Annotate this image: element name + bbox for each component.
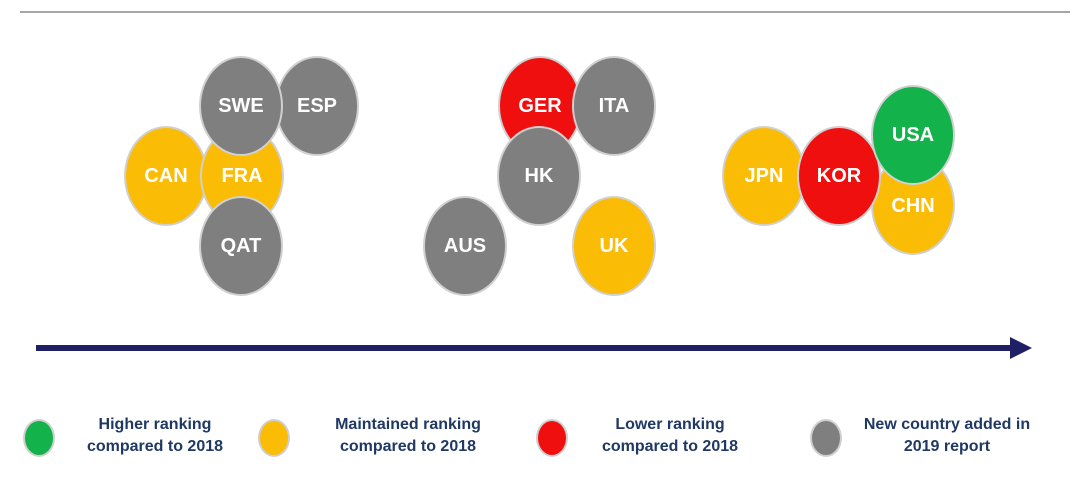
bubble-esp: ESP — [275, 56, 359, 156]
bubble-uk: UK — [572, 196, 656, 296]
bubble-label: CAN — [144, 164, 188, 187]
bubble-label: KOR — [816, 164, 862, 187]
legend-label-new: New country added in 2019 report — [863, 416, 1031, 455]
bubble-label: FRA — [221, 164, 263, 187]
bubble-label: USA — [891, 123, 935, 146]
bubble-label: SWE — [218, 94, 264, 117]
bubble-swe: SWE — [199, 56, 283, 156]
legend-dot-higher — [23, 419, 55, 457]
bubble-ita: ITA — [572, 56, 656, 156]
bubble-label: QAT — [220, 234, 262, 257]
arrow-head — [1010, 337, 1032, 359]
top-divider — [20, 11, 1070, 13]
bubble-aus: AUS — [423, 196, 507, 296]
bubble-label: GER — [518, 94, 562, 117]
bubble-label: HK — [524, 164, 554, 187]
bubble-jpn: JPN — [722, 126, 806, 226]
legend-dot-lower — [536, 419, 568, 457]
bubble-hk: HK — [497, 126, 581, 226]
legend-label-maintained: Maintained ranking compared to 2018 — [335, 416, 481, 455]
bubble-label: AUS — [443, 234, 487, 257]
bubble-label: UK — [599, 234, 629, 257]
bubble-label: ESP — [296, 94, 338, 117]
legend-dot-new — [810, 419, 842, 457]
bubble-label: ITA — [598, 94, 630, 117]
timeline-arrow — [36, 337, 1032, 359]
legend-label-lower: Lower ranking compared to 2018 — [601, 416, 739, 455]
bubble-label: CHN — [891, 194, 935, 217]
legend-label-higher: Higher ranking compared to 2018 — [86, 416, 224, 455]
bubble-label: JPN — [744, 164, 784, 187]
bubble-can: CAN — [124, 126, 208, 226]
bubble-kor: KOR — [797, 126, 881, 226]
bubble-usa: USA — [871, 85, 955, 185]
bubble-qat: QAT — [199, 196, 283, 296]
legend-dot-maintained — [258, 419, 290, 457]
